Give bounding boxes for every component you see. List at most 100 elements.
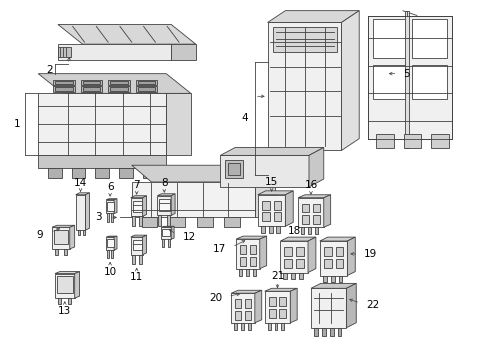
Polygon shape bbox=[131, 165, 274, 182]
Polygon shape bbox=[231, 290, 261, 293]
Text: 13: 13 bbox=[58, 306, 71, 316]
Polygon shape bbox=[307, 237, 315, 273]
Polygon shape bbox=[53, 80, 75, 85]
Polygon shape bbox=[341, 11, 359, 150]
Bar bbox=[337, 328, 341, 336]
Text: 14: 14 bbox=[74, 178, 87, 188]
Bar bbox=[107, 202, 114, 211]
Polygon shape bbox=[58, 47, 71, 57]
Bar bbox=[110, 87, 127, 91]
Bar bbox=[284, 259, 292, 267]
Bar bbox=[132, 201, 142, 212]
Bar bbox=[82, 230, 84, 235]
Text: 10: 10 bbox=[103, 266, 117, 276]
Polygon shape bbox=[272, 27, 336, 52]
Bar bbox=[302, 204, 308, 212]
Bar bbox=[239, 269, 242, 275]
Polygon shape bbox=[55, 271, 80, 274]
Polygon shape bbox=[106, 237, 114, 250]
Bar bbox=[241, 323, 244, 330]
Text: 12: 12 bbox=[183, 232, 196, 242]
Bar bbox=[107, 250, 109, 258]
Polygon shape bbox=[264, 291, 290, 323]
Bar bbox=[55, 87, 73, 91]
Polygon shape bbox=[280, 237, 315, 241]
Polygon shape bbox=[106, 200, 114, 213]
Bar bbox=[68, 298, 71, 304]
Bar bbox=[54, 230, 68, 244]
Polygon shape bbox=[142, 235, 146, 255]
Polygon shape bbox=[310, 283, 356, 288]
Bar bbox=[411, 65, 446, 99]
Bar bbox=[244, 311, 250, 320]
Polygon shape bbox=[72, 168, 85, 178]
Polygon shape bbox=[367, 15, 451, 139]
Bar bbox=[322, 275, 326, 282]
Polygon shape bbox=[264, 288, 297, 291]
Polygon shape bbox=[257, 195, 285, 226]
Text: 9: 9 bbox=[37, 230, 43, 240]
Bar bbox=[313, 328, 317, 336]
Bar bbox=[274, 323, 277, 330]
Text: 16: 16 bbox=[304, 180, 317, 190]
Polygon shape bbox=[38, 74, 190, 93]
Bar bbox=[82, 81, 100, 85]
Bar bbox=[323, 259, 331, 267]
Bar bbox=[291, 273, 295, 279]
Polygon shape bbox=[108, 86, 129, 93]
Polygon shape bbox=[236, 239, 259, 269]
Bar bbox=[296, 259, 304, 267]
Bar bbox=[335, 259, 343, 267]
Bar bbox=[273, 212, 281, 221]
Polygon shape bbox=[259, 236, 266, 269]
Bar bbox=[281, 323, 284, 330]
Bar bbox=[111, 213, 113, 222]
Bar bbox=[405, 11, 408, 148]
Bar bbox=[296, 247, 304, 256]
Polygon shape bbox=[38, 93, 166, 156]
Polygon shape bbox=[346, 237, 355, 275]
Bar bbox=[159, 199, 170, 211]
Bar bbox=[240, 245, 245, 254]
Polygon shape bbox=[310, 288, 346, 328]
Polygon shape bbox=[106, 236, 117, 237]
Polygon shape bbox=[220, 148, 323, 156]
Polygon shape bbox=[285, 191, 293, 226]
Polygon shape bbox=[157, 194, 175, 196]
Bar bbox=[139, 255, 142, 264]
Bar bbox=[267, 323, 270, 330]
Bar bbox=[138, 87, 155, 91]
Bar bbox=[131, 255, 135, 264]
Polygon shape bbox=[52, 225, 75, 227]
Polygon shape bbox=[131, 182, 254, 217]
Bar bbox=[110, 81, 127, 85]
Bar bbox=[162, 239, 164, 247]
Polygon shape bbox=[346, 283, 356, 328]
Polygon shape bbox=[95, 168, 109, 178]
Polygon shape bbox=[76, 193, 89, 195]
Bar bbox=[132, 240, 142, 250]
Polygon shape bbox=[106, 199, 117, 200]
Bar bbox=[64, 249, 67, 255]
Polygon shape bbox=[319, 241, 346, 275]
Text: 1: 1 bbox=[14, 119, 21, 129]
Polygon shape bbox=[319, 237, 355, 241]
Bar bbox=[55, 249, 58, 255]
Polygon shape bbox=[52, 227, 70, 249]
Polygon shape bbox=[130, 198, 142, 216]
Bar bbox=[57, 276, 73, 293]
Bar bbox=[338, 275, 342, 282]
Polygon shape bbox=[161, 227, 171, 239]
Polygon shape bbox=[114, 199, 117, 213]
Polygon shape bbox=[81, 86, 102, 93]
Polygon shape bbox=[231, 293, 254, 323]
Bar bbox=[247, 323, 250, 330]
Bar bbox=[244, 299, 250, 308]
Bar bbox=[235, 299, 241, 308]
Polygon shape bbox=[224, 217, 240, 227]
Bar bbox=[299, 273, 303, 279]
Bar bbox=[273, 201, 281, 210]
Bar bbox=[276, 226, 280, 233]
Bar bbox=[138, 81, 155, 85]
Text: 15: 15 bbox=[264, 177, 278, 187]
